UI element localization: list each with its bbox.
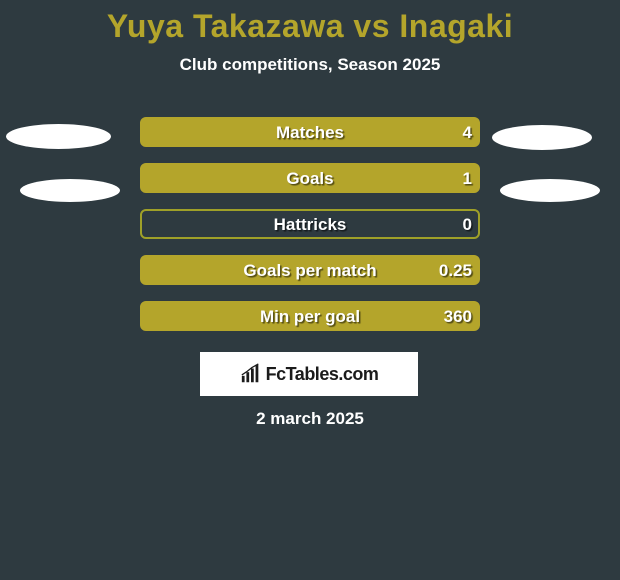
stat-row: Min per goal360 <box>0 301 620 331</box>
stat-bar <box>140 301 480 331</box>
logo-box: FcTables.com <box>200 352 418 396</box>
stat-row: Matches4 <box>0 117 620 147</box>
stat-bar <box>140 209 480 239</box>
logo-text: FcTables.com <box>266 364 379 385</box>
page-title: Yuya Takazawa vs Inagaki <box>0 0 620 45</box>
date-text: 2 march 2025 <box>0 409 620 429</box>
page-subtitle: Club competitions, Season 2025 <box>0 55 620 75</box>
stat-row: Goals per match0.25 <box>0 255 620 285</box>
stat-row: Hattricks0 <box>0 209 620 239</box>
stat-row: Goals1 <box>0 163 620 193</box>
bar-chart-icon <box>240 363 262 385</box>
stat-bar <box>140 255 480 285</box>
stat-bar <box>140 163 480 193</box>
stat-bar <box>140 117 480 147</box>
